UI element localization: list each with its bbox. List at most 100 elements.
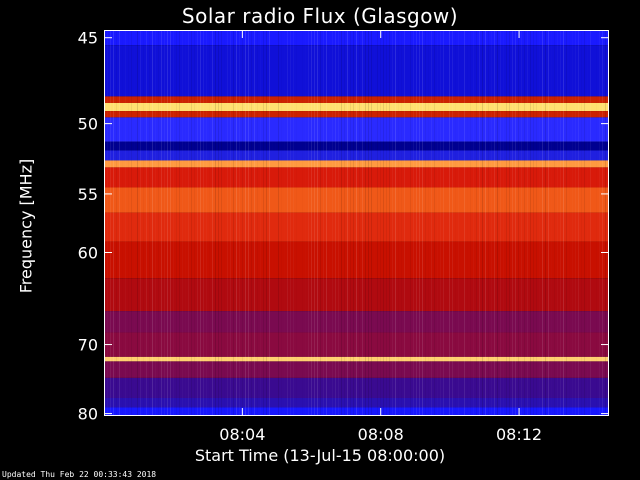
y-tick-label: 80 (78, 405, 98, 424)
texture-stripe (203, 30, 204, 416)
band-14 (104, 311, 609, 333)
texture-stripe (341, 30, 342, 416)
texture-stripe (191, 30, 192, 416)
texture-stripe (422, 30, 423, 416)
texture-stripe (452, 30, 453, 416)
texture-stripe (527, 30, 528, 416)
texture-stripe (377, 30, 378, 416)
band-10 (104, 187, 609, 213)
intensity-bands (104, 30, 609, 416)
y-tick-label: 50 (78, 115, 98, 134)
y-tick-label: 60 (78, 243, 98, 262)
texture-stripe (317, 30, 318, 416)
texture-stripe (359, 30, 360, 416)
band-1 (104, 45, 609, 97)
texture-stripe (416, 30, 417, 416)
band-18 (104, 377, 609, 399)
texture-stripe (113, 30, 114, 416)
texture-stripe (584, 30, 585, 416)
texture-stripe (278, 30, 279, 416)
texture-stripe (386, 30, 387, 416)
texture-stripe (605, 30, 606, 416)
texture-stripe (161, 30, 162, 416)
texture-stripe (338, 30, 339, 416)
texture-stripe (464, 30, 465, 416)
texture-stripe (200, 30, 201, 416)
texture-stripe (479, 30, 480, 416)
texture-stripe (245, 30, 246, 416)
texture-stripe (131, 30, 132, 416)
chart-title: Solar radio Flux (Glasgow) (181, 4, 459, 28)
texture-stripe (269, 30, 270, 416)
spectrogram-plot (104, 30, 609, 416)
band-0 (104, 30, 609, 46)
texture-stripe (227, 30, 228, 416)
texture-stripe (242, 30, 243, 416)
texture-stripe (221, 30, 222, 416)
texture-stripe (554, 30, 555, 416)
texture-stripe (602, 30, 603, 416)
texture-stripe (251, 30, 252, 416)
band-12 (104, 241, 609, 279)
texture-stripe (218, 30, 219, 416)
texture-stripe (449, 30, 450, 416)
texture-stripe (266, 30, 267, 416)
texture-stripe (314, 30, 315, 416)
texture-stripe (578, 30, 579, 416)
texture-stripe (233, 30, 234, 416)
band-7 (104, 150, 609, 161)
band-15 (104, 332, 609, 357)
texture-stripe (350, 30, 351, 416)
band-3 (104, 102, 609, 112)
band-8 (104, 160, 609, 168)
texture-stripe (197, 30, 198, 416)
texture-stripe (344, 30, 345, 416)
texture-stripe (347, 30, 348, 416)
update-footer: Updated Thu Feb 22 00:33:43 2018 (2, 470, 157, 479)
band-19 (104, 398, 609, 408)
texture-stripe (515, 30, 516, 416)
band-20 (104, 407, 609, 416)
x-tick-label: 08:08 (358, 425, 404, 444)
texture-stripe (488, 30, 489, 416)
texture-stripe (212, 30, 213, 416)
texture-stripe (431, 30, 432, 416)
texture-stripe (368, 30, 369, 416)
texture-stripe (380, 30, 381, 416)
texture-stripe (500, 30, 501, 416)
texture-stripe (512, 30, 513, 416)
texture-stripe (482, 30, 483, 416)
texture-stripe (179, 30, 180, 416)
texture-stripe (434, 30, 435, 416)
texture-stripe (176, 30, 177, 416)
texture-stripe (356, 30, 357, 416)
texture-stripe (410, 30, 411, 416)
texture-stripe (263, 30, 264, 416)
texture-stripe (485, 30, 486, 416)
texture-stripe (152, 30, 153, 416)
texture-stripe (548, 30, 549, 416)
x-tick-label: 08:04 (219, 425, 265, 444)
x-axis-label: Start Time (13-Jul-15 08:00:00) (194, 446, 446, 465)
texture-stripe (236, 30, 237, 416)
band-2 (104, 96, 609, 103)
texture-stripe (116, 30, 117, 416)
texture-stripe (389, 30, 390, 416)
texture-stripe (536, 30, 537, 416)
time-stripes (104, 30, 606, 416)
texture-stripe (509, 30, 510, 416)
texture-stripe (521, 30, 522, 416)
texture-stripe (353, 30, 354, 416)
texture-stripe (542, 30, 543, 416)
texture-stripe (146, 30, 147, 416)
texture-stripe (533, 30, 534, 416)
texture-stripe (383, 30, 384, 416)
texture-stripe (164, 30, 165, 416)
texture-stripe (311, 30, 312, 416)
band-13 (104, 278, 609, 312)
texture-stripe (545, 30, 546, 416)
band-16 (104, 356, 609, 362)
texture-stripe (524, 30, 525, 416)
texture-stripe (167, 30, 168, 416)
